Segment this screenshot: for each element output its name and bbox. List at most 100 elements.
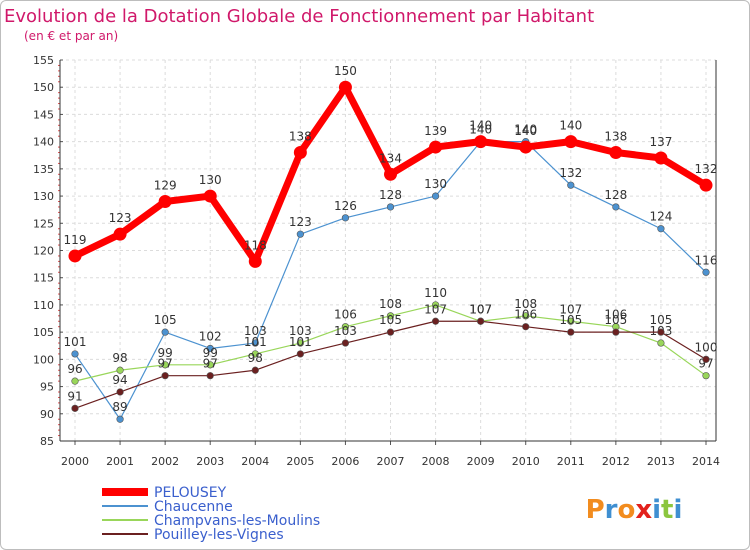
- data-point: [203, 189, 217, 203]
- x-tick-label: 2006: [331, 455, 359, 468]
- y-tick-label: 110: [33, 299, 54, 312]
- data-point: [296, 339, 304, 347]
- data-point: [113, 227, 127, 241]
- data-label: 91: [67, 389, 82, 403]
- y-tick-label: 115: [33, 272, 54, 285]
- data-point: [477, 317, 485, 325]
- data-point: [161, 328, 169, 336]
- data-point: [431, 192, 440, 200]
- data-point: [248, 254, 262, 268]
- data-point: [702, 372, 710, 380]
- data-label: 128: [604, 188, 627, 202]
- data-label: 101: [64, 335, 87, 349]
- data-label: 103: [334, 324, 357, 338]
- data-point: [522, 323, 530, 331]
- watermark-letter: t: [661, 495, 673, 525]
- data-label: 97: [203, 357, 218, 371]
- data-label: 100: [695, 340, 718, 354]
- data-point: [386, 203, 395, 211]
- proxiti-watermark: Proxiti: [586, 495, 683, 525]
- data-point: [431, 317, 440, 325]
- data-label: 123: [289, 215, 312, 229]
- data-point: [612, 328, 620, 336]
- data-point: [161, 361, 169, 369]
- x-tick-label: 2003: [196, 455, 224, 468]
- data-label: 107: [469, 302, 492, 316]
- data-label: 118: [244, 238, 267, 252]
- data-point: [702, 268, 710, 276]
- data-point: [609, 146, 623, 160]
- y-tick-label: 145: [33, 108, 54, 121]
- data-point: [341, 214, 350, 222]
- data-point: [564, 135, 578, 149]
- data-label: 116: [695, 253, 718, 267]
- legend-item-pelousey: PELOUSEY: [102, 485, 227, 501]
- legend-item-pouilley-les-vignes: Pouilley-les-Vignes: [102, 527, 284, 543]
- grid: [60, 59, 716, 442]
- data-point: [158, 195, 172, 209]
- y-tick-label: 155: [33, 54, 54, 67]
- data-point: [206, 361, 214, 369]
- data-label: 89: [112, 400, 127, 414]
- x-tick-label: 2002: [151, 455, 179, 468]
- x-tick-label: 2012: [602, 455, 630, 468]
- data-point: [296, 230, 304, 238]
- y-tick-label: 140: [33, 136, 54, 149]
- data-point: [657, 328, 665, 336]
- data-label: 140: [559, 119, 582, 133]
- data-point: [386, 328, 395, 336]
- data-label: 140: [469, 123, 492, 137]
- x-tick-label: 2005: [286, 455, 314, 468]
- x-tick-label: 2004: [241, 455, 269, 468]
- legend-label: PELOUSEY: [154, 485, 227, 501]
- data-point: [206, 344, 214, 353]
- x-tick-label: 2010: [512, 455, 540, 468]
- data-label: 108: [379, 297, 402, 311]
- data-label: 94: [112, 373, 127, 387]
- data-point: [341, 339, 350, 347]
- data-label: 130: [199, 173, 222, 187]
- data-label: 102: [199, 329, 222, 343]
- data-point: [657, 225, 665, 233]
- data-label: 140: [514, 123, 537, 137]
- watermark-letter: i: [652, 495, 661, 525]
- chart-subtitle: (en € et par an): [24, 29, 118, 43]
- series-chaucenne: 101 89 105 102 103 123 126 128 130 140 140 132 128 12…: [64, 123, 718, 423]
- data-label: 103: [289, 324, 312, 338]
- chart-title: Evolution de la Dotation Globale de Fonc…: [4, 6, 594, 27]
- data-label: 97: [158, 357, 173, 371]
- data-point: [161, 372, 169, 380]
- watermark-letter: i: [673, 495, 682, 525]
- x-tick-label: 2001: [106, 455, 134, 468]
- x-tick-label: 2013: [647, 455, 675, 468]
- data-label: 119: [64, 233, 87, 247]
- data-label: 138: [289, 130, 312, 144]
- data-point: [116, 366, 124, 374]
- watermark-letter: r: [605, 495, 618, 525]
- data-point: [657, 339, 665, 347]
- data-label: 106: [334, 308, 357, 322]
- data-point: [567, 328, 575, 336]
- data-label: 132: [559, 166, 582, 180]
- legend-item-chaucenne: Chaucenne: [102, 499, 233, 515]
- watermark-letter: x: [635, 495, 652, 525]
- y-tick-label: 90: [40, 408, 54, 421]
- legend-item-champvans-les-moulins: Champvans-les-Moulins: [102, 513, 320, 529]
- data-label: 140: [469, 119, 492, 133]
- data-point: [116, 415, 124, 423]
- data-point: [431, 301, 440, 309]
- data-point: [338, 80, 352, 94]
- y-tick-label: 105: [33, 326, 54, 339]
- y-tick-label: 150: [33, 81, 54, 94]
- data-label: 105: [604, 313, 627, 327]
- x-tick-label: 2009: [467, 455, 495, 468]
- data-label: 98: [112, 351, 127, 365]
- x-tick-label: 2000: [61, 455, 89, 468]
- data-point: [702, 355, 710, 363]
- legend-label: Champvans-les-Moulins: [154, 513, 320, 529]
- x-tick-label: 2007: [377, 455, 405, 468]
- data-label: 134: [379, 151, 402, 165]
- data-label: 105: [379, 313, 402, 327]
